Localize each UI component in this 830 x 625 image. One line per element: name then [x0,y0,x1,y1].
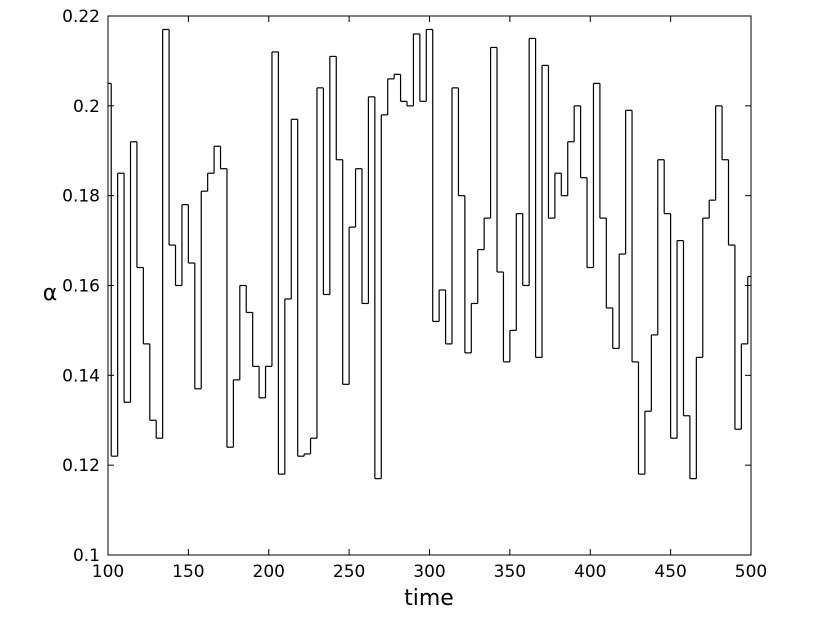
x-tick-label: 250 [333,562,365,582]
x-tick-label: 200 [253,562,285,582]
y-tick-label: 0.2 [73,97,100,117]
y-tick-label: 0.14 [62,366,100,386]
x-tick-label: 150 [172,562,204,582]
x-tick-label: 300 [413,562,445,582]
x-tick-label: 350 [494,562,526,582]
y-axis-label: α [43,281,58,306]
y-tick-label: 0.18 [62,187,100,207]
plot-frame [107,15,752,556]
x-axis-label: time [404,586,454,611]
y-tick-label: 0.12 [62,456,100,476]
x-tick-label: 100 [92,562,124,582]
x-tick-label: 500 [735,562,767,582]
y-tick-label: 0.22 [62,7,100,27]
x-tick-label: 450 [654,562,686,582]
x-tick-label: 400 [574,562,606,582]
y-tick-label: 0.16 [62,277,100,297]
y-tick-label: 0.1 [73,546,100,566]
